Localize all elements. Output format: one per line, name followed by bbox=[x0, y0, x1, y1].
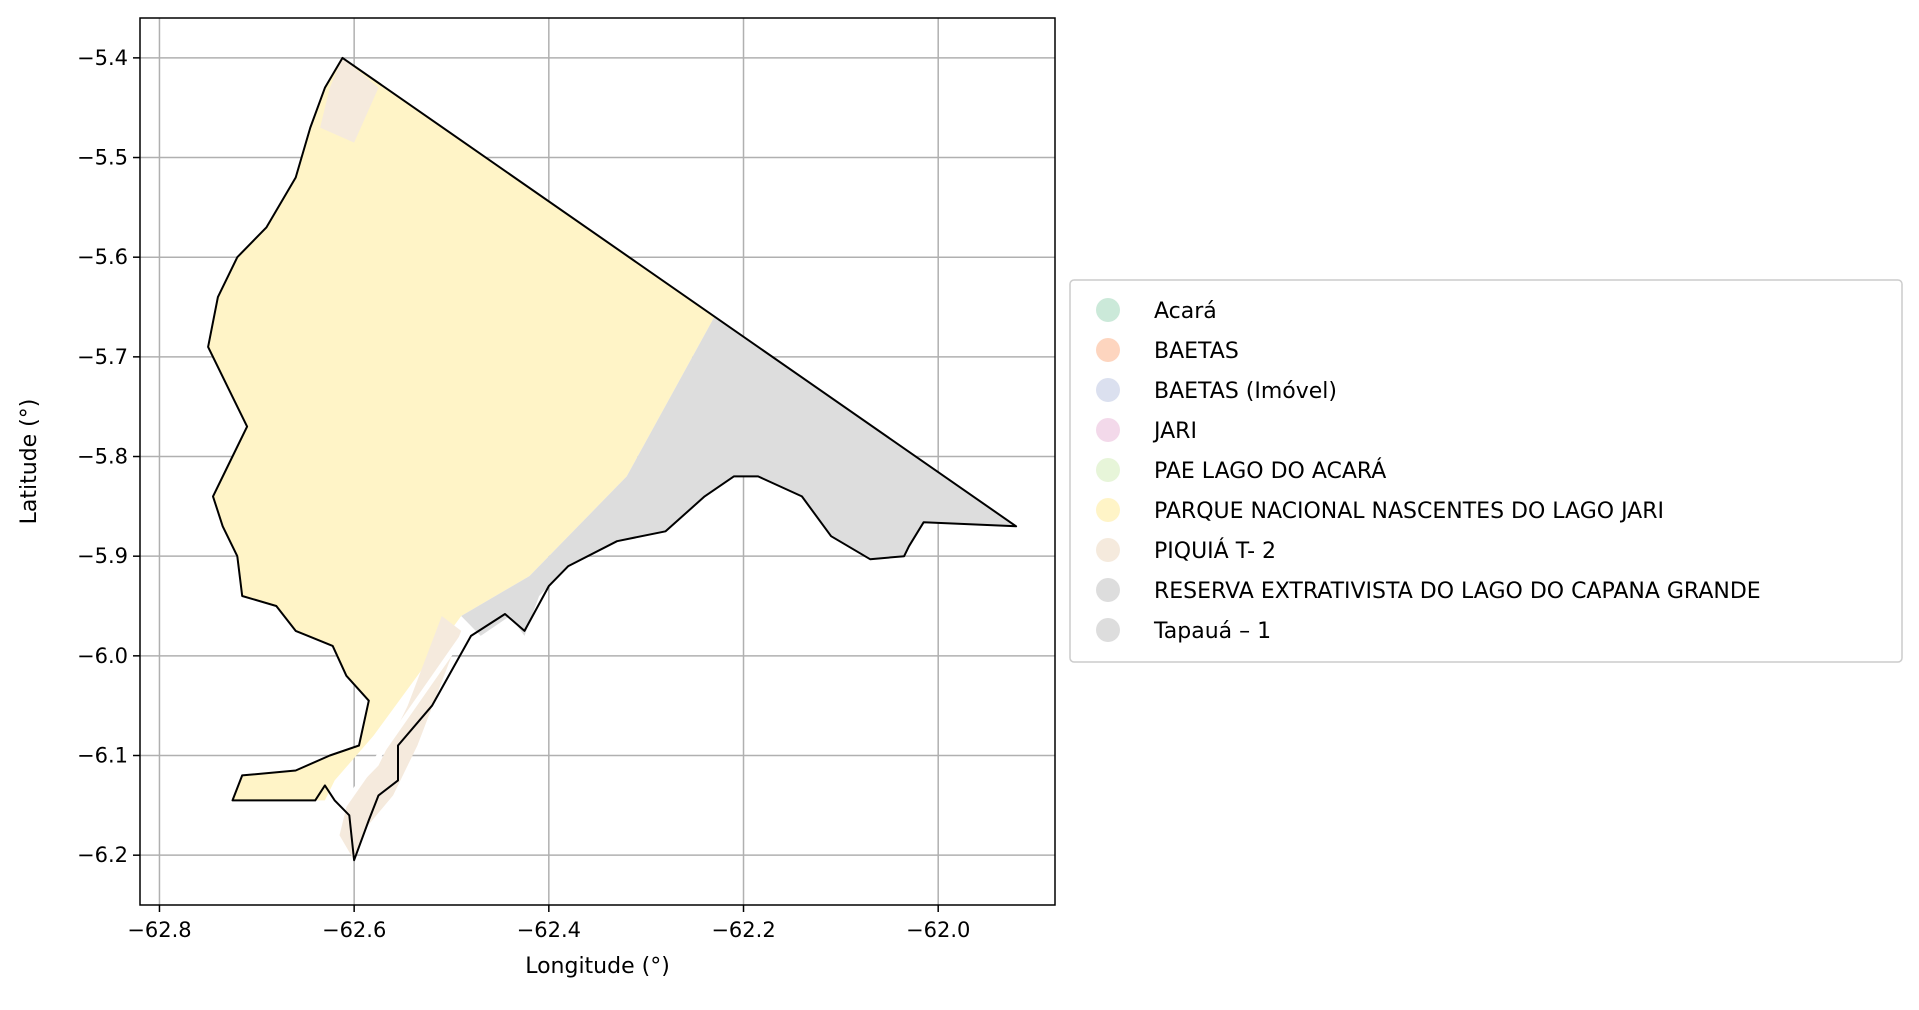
legend-label: PARQUE NACIONAL NASCENTES DO LAGO JARI bbox=[1154, 499, 1664, 524]
legend-label: JARI bbox=[1152, 419, 1197, 444]
plot-frame bbox=[139, 17, 1056, 906]
y-tick-label: −5.9 bbox=[77, 544, 128, 568]
legend-label: Tapauá – 1 bbox=[1153, 619, 1271, 644]
legend-marker bbox=[1096, 378, 1120, 402]
legend-marker bbox=[1096, 618, 1120, 642]
boundary-outline bbox=[207, 56, 1018, 862]
area-reserva-extrativista-do-lago-do-capana-grande-3 bbox=[461, 317, 1017, 636]
y-tick-label: −5.4 bbox=[77, 46, 128, 70]
area-piqui-t-2-2 bbox=[339, 616, 462, 861]
area-gap-line bbox=[342, 629, 469, 807]
legend-marker bbox=[1096, 578, 1120, 602]
y-axis-title: Latitude (°) bbox=[17, 399, 42, 525]
legend-label: PAE LAGO DO ACARÁ bbox=[1154, 458, 1386, 484]
protected-areas bbox=[208, 57, 1017, 861]
x-tick-label: −62.6 bbox=[322, 918, 386, 942]
legend-marker bbox=[1096, 458, 1120, 482]
legend-marker bbox=[1096, 418, 1120, 442]
legend-label: BAETAS bbox=[1154, 339, 1239, 364]
x-tick-label: −62.2 bbox=[711, 918, 775, 942]
legend-marker bbox=[1096, 538, 1120, 562]
y-tick-label: −5.8 bbox=[77, 445, 128, 469]
legend-label: BAETAS (Imóvel) bbox=[1154, 379, 1337, 404]
x-tick-label: −62.4 bbox=[517, 918, 581, 942]
y-tick-label: −6.0 bbox=[77, 644, 128, 668]
y-tick-label: −5.6 bbox=[77, 245, 128, 269]
y-tick-label: −5.7 bbox=[77, 345, 128, 369]
area-piqui-t-2-1 bbox=[320, 57, 379, 143]
y-tick-label: −6.2 bbox=[77, 843, 128, 867]
x-tick-label: −62.0 bbox=[906, 918, 970, 942]
y-tick-label: −5.5 bbox=[77, 146, 128, 170]
legend-label: Acará bbox=[1154, 299, 1217, 324]
area-parque-nacional-nascentes-do-lago-jari-0 bbox=[208, 57, 715, 801]
municipality-boundary bbox=[207, 56, 1018, 862]
legend-label: PIQUIÁ T- 2 bbox=[1154, 538, 1276, 564]
legend-frame bbox=[1069, 279, 1903, 663]
legend-label: RESERVA EXTRATIVISTA DO LAGO DO CAPANA G… bbox=[1154, 579, 1761, 604]
axis-ticks: −62.8 −62.6 −62.4 −62.2 −62.0 −5.4 −5.5 −5.6 −5.… bbox=[77, 46, 970, 942]
legend-marker bbox=[1096, 298, 1120, 322]
legend: Acará BAETAS BAETAS (Imóvel) JARI PAE LAGO D… bbox=[1069, 279, 1903, 663]
legend-marker bbox=[1096, 498, 1120, 522]
y-tick-label: −6.1 bbox=[77, 744, 128, 768]
x-tick-label: −62.8 bbox=[127, 918, 191, 942]
x-axis-title: Longitude (°) bbox=[525, 954, 670, 979]
legend-marker bbox=[1096, 338, 1120, 362]
